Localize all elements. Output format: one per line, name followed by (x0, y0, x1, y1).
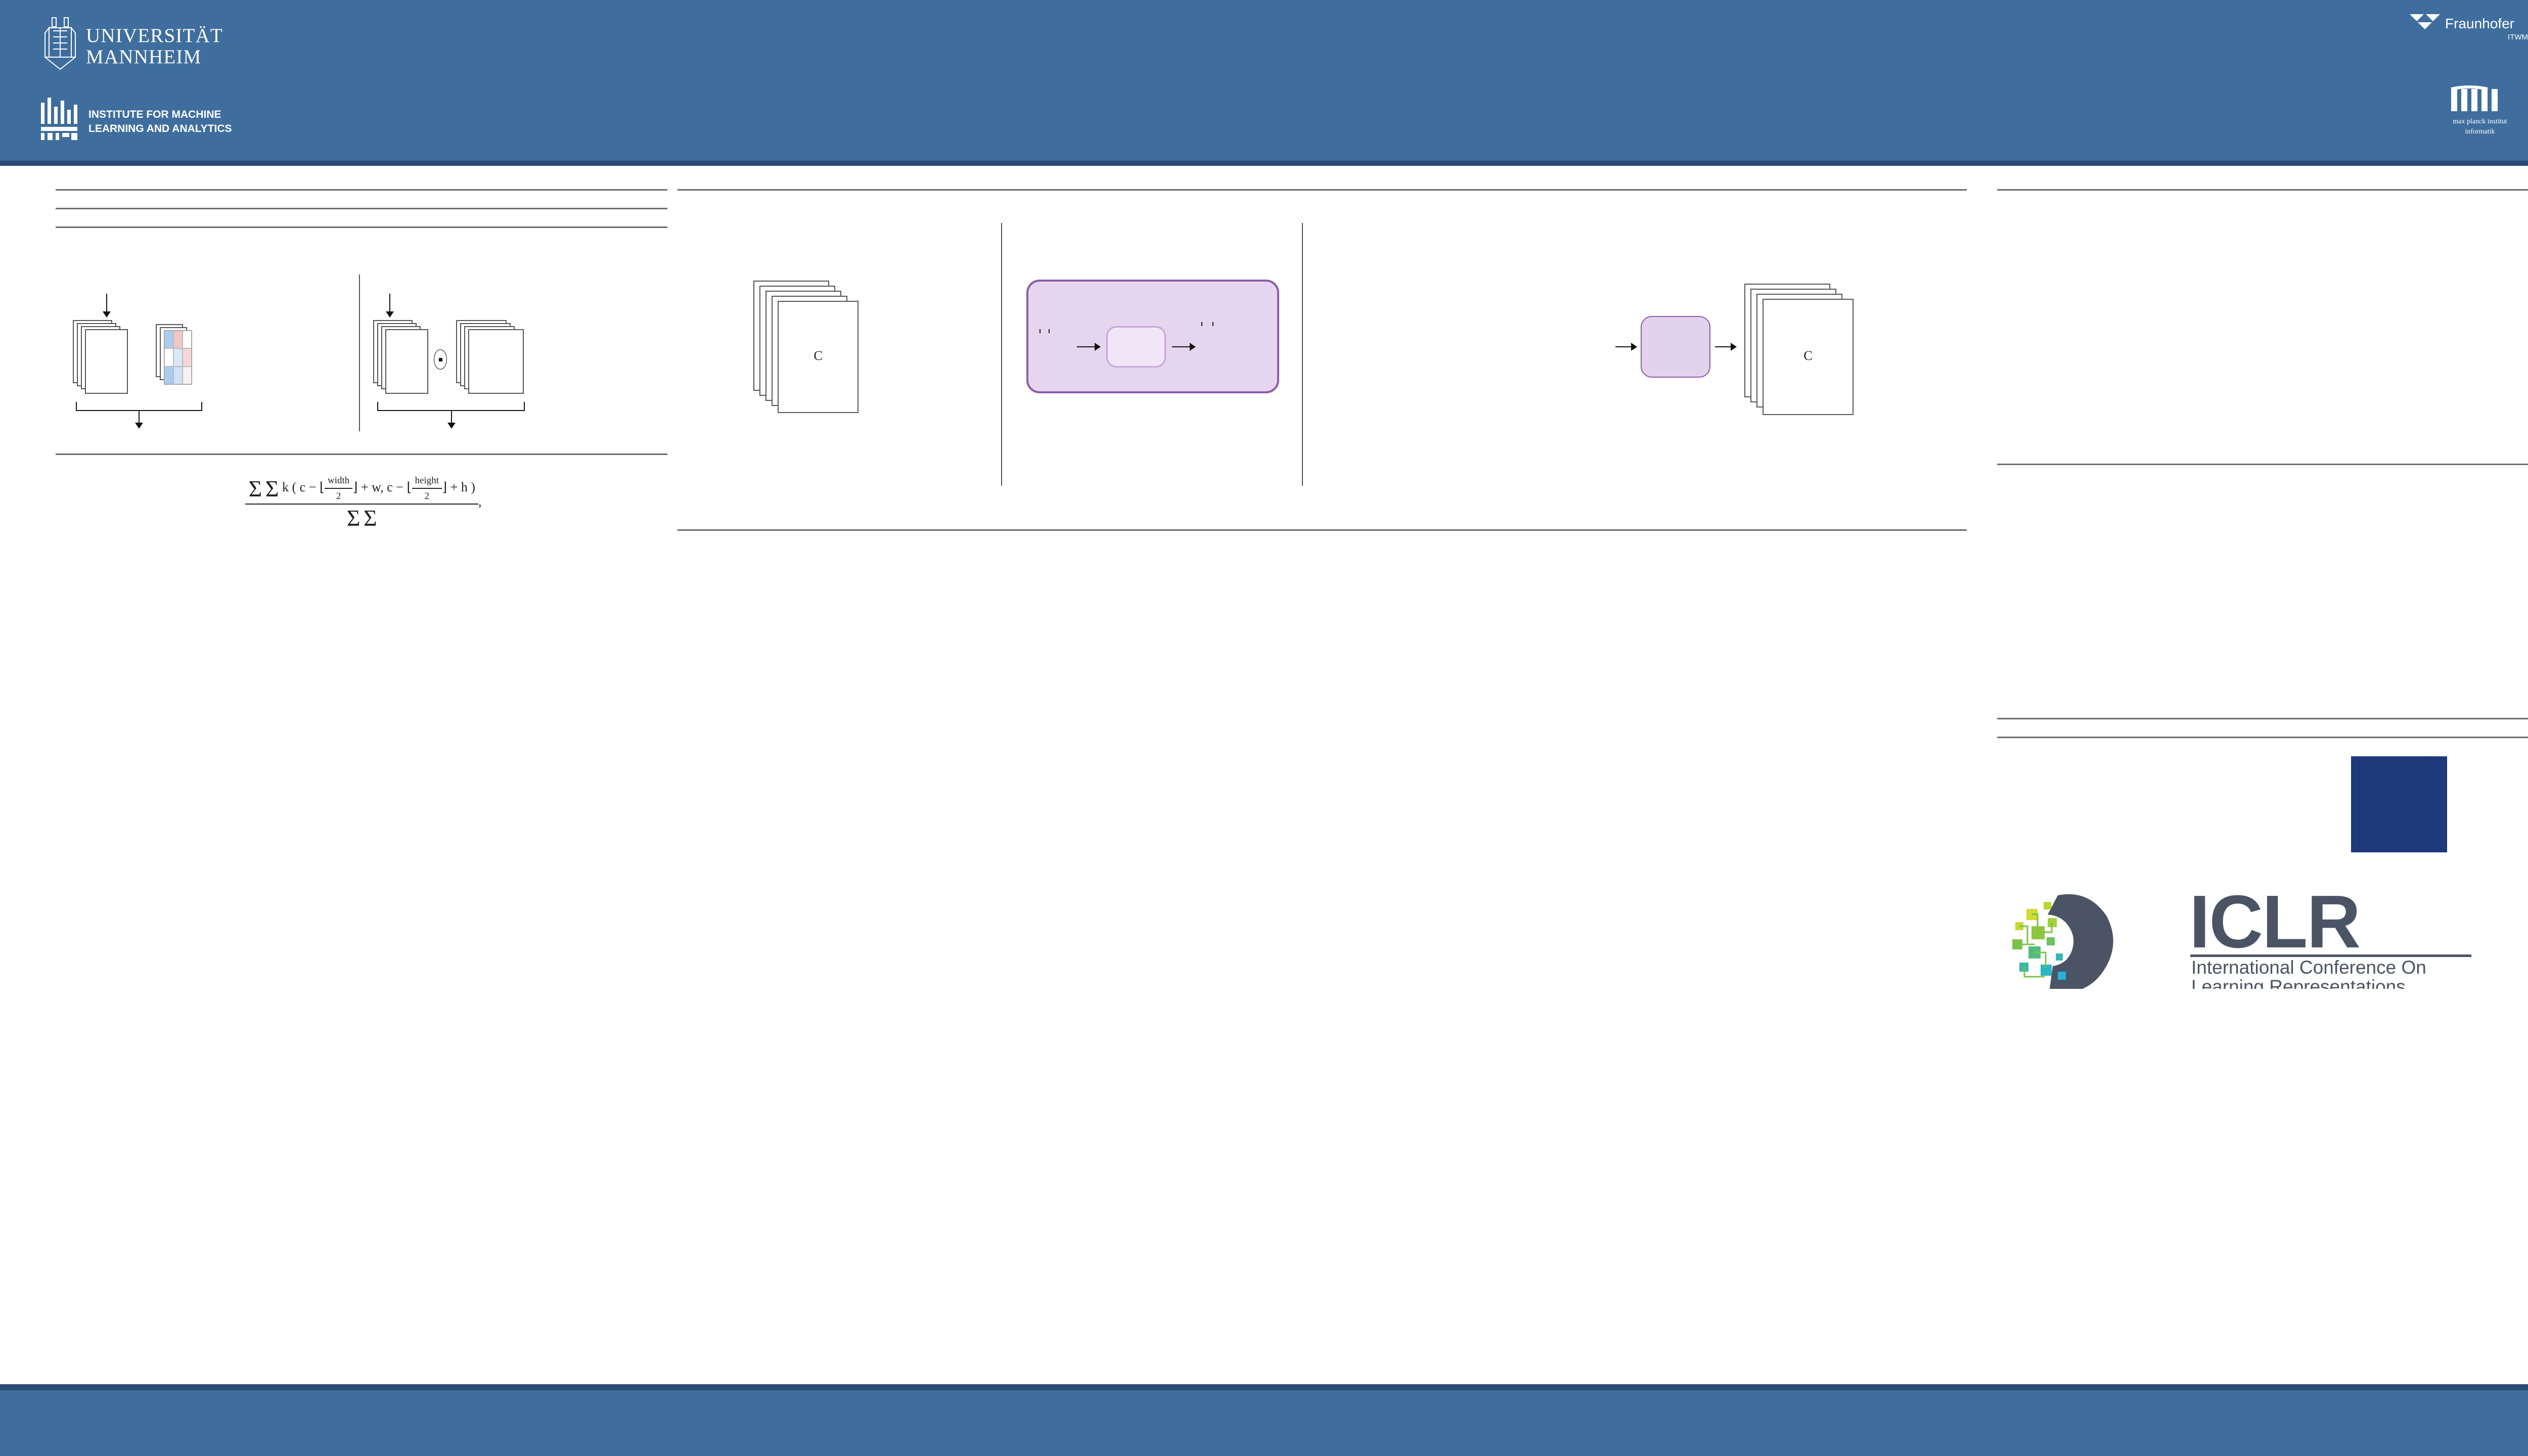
spatial-output-arrow (135, 411, 143, 429)
svg-text:max planck institut: max planck institut (2453, 118, 2507, 125)
iclr-logo-icon: ICLR International Conference On Learnin… (2012, 880, 2471, 997)
qr-row (1997, 751, 2528, 873)
equation-2-wrapper: Σ Σ k ( c − ⌊ width 2 ⌋ + w, c − ⌊ height 2 ⌋ … (56, 475, 667, 530)
method-divider-2 (1302, 223, 1303, 486)
kmr-convnext-plot (1466, 857, 1886, 1161)
parameters-bar-chart (2273, 204, 2528, 441)
mlp-in-arrow (1077, 343, 1101, 351)
kmr-resnet50-plot (1466, 549, 1886, 852)
tmlr-badge-icon (2351, 756, 2447, 852)
right-brace (377, 402, 525, 411)
svg-text:MANNHEIM: MANNHEIM (86, 46, 201, 68)
contribution-rule (56, 208, 667, 209)
convolution-comparison-diagram (56, 269, 667, 436)
pca-kernel-grid (738, 544, 1304, 847)
section-findings (678, 529, 1967, 1161)
section-motivation (56, 189, 667, 191)
iclr-line2: Learning Representations (2191, 976, 2406, 989)
findings-rule (678, 529, 1967, 531)
stacked-1x1-conv-box (1641, 316, 1710, 378)
mlp-box (1026, 280, 1279, 393)
quantative-results-figures (1997, 204, 2528, 446)
openreview-qr-block[interactable] (2022, 751, 2118, 852)
svg-text:ITWM: ITWM (2508, 33, 2528, 41)
poster-header: UNIVERSITÄT MANNHEIM INSTITUTE FOR MACHI… (0, 0, 2528, 166)
iclr-line1: International Conference On (2191, 957, 2426, 978)
mlp-input-vector (1040, 329, 1050, 333)
svg-text:informatik: informatik (2465, 128, 2495, 135)
niff-output-arrow (447, 411, 456, 429)
equation-2: Σ Σ k ( c − ⌊ width 2 ⌋ + w, c − ⌊ height 2 ⌋ … (241, 475, 482, 530)
section-method: C (678, 189, 1967, 512)
section-further-information: ICLR International Conference On Learnin… (1997, 737, 2528, 997)
right-column: ICLR International Conference On Learnin… (1997, 182, 2528, 1006)
university-mannheim-logo: UNIVERSITÄT MANNHEIM (38, 13, 281, 73)
footer-top-rule (0, 1384, 2528, 1390)
left-column: Σ Σ k ( c − ⌊ width 2 ⌋ + w, c − ⌊ height 2 ⌋ … (56, 182, 667, 547)
method-figure: C (678, 204, 1967, 512)
section-convolution-theorem (56, 226, 667, 436)
github-qr-block[interactable] (2194, 751, 2290, 852)
section-kmr: Σ Σ k ( c − ⌊ width 2 ⌋ + w, c − ⌊ height 2 ⌋ … (56, 453, 667, 530)
title-block (435, 20, 2144, 35)
compute-costs-rule (1997, 464, 2528, 465)
quantative-results-rule (1997, 189, 2528, 191)
convolution-theorem-rule (56, 226, 667, 228)
svg-text:LEARNING AND ANALYTICS: LEARNING AND ANALYTICS (88, 123, 232, 134)
svg-text:Fraunhofer: Fraunhofer (2445, 16, 2514, 31)
niff-to-conv-arrow (1615, 343, 1637, 351)
method-divider-1 (1001, 223, 1002, 486)
svg-text:UNIVERSITÄT: UNIVERSITÄT (86, 25, 223, 47)
openreview-qr-code-icon[interactable] (2022, 756, 2118, 852)
equation-1-wrapper (56, 245, 667, 254)
conv-to-weights-arrow (1715, 343, 1737, 351)
poster-footer (0, 1384, 2528, 1456)
conclusion-rule (1997, 718, 2528, 719)
fraunhofer-logo: Fraunhofer ITWM (2407, 11, 2528, 59)
svg-text:ICLR: ICLR (2189, 883, 2360, 964)
niff-fft-arrow (386, 294, 394, 317)
pointwise-mult-operator (434, 349, 447, 370)
left-brace (76, 402, 202, 411)
method-rule (678, 189, 1967, 191)
middle-column: C (678, 182, 1967, 1178)
imla-institute-logo: INSTITUTE FOR MACHINE LEARNING AND ANALY… (38, 94, 255, 142)
header-bottom-rule (0, 161, 2528, 166)
github-qr-code-icon[interactable] (2194, 756, 2290, 852)
findings-bottom-row (678, 857, 1967, 1161)
flops-plot (1997, 478, 2528, 701)
section-conclusion (1997, 718, 2528, 719)
diagram-divider (359, 275, 360, 431)
section-quantative-results (1997, 189, 2528, 446)
section-contribution (56, 208, 667, 209)
sigma-convnext-plot (1087, 857, 1431, 1151)
max-planck-institute-logo: max planck institut informatik (2422, 85, 2528, 141)
svg-text:INSTITUTE FOR MACHINE: INSTITUTE FOR MACHINE (88, 109, 221, 120)
findings-top-row (678, 544, 1967, 857)
mlp-output-vector (1201, 322, 1213, 326)
mlp-node (1106, 326, 1166, 368)
mlp-out-arrow (1172, 343, 1196, 351)
iclr-logo-row: ICLR International Conference On Learnin… (1997, 880, 2528, 997)
sigma-resnet50-plot (733, 857, 1077, 1151)
section-compute-costs (1997, 464, 2528, 701)
spatial-input-arrow (103, 294, 111, 317)
kmr-rule (56, 453, 667, 455)
motivation-rule (56, 189, 667, 191)
accuracy-bar-chart (1997, 204, 2260, 441)
featured-certification-block (2351, 751, 2447, 852)
further-information-rule (1997, 737, 2528, 738)
